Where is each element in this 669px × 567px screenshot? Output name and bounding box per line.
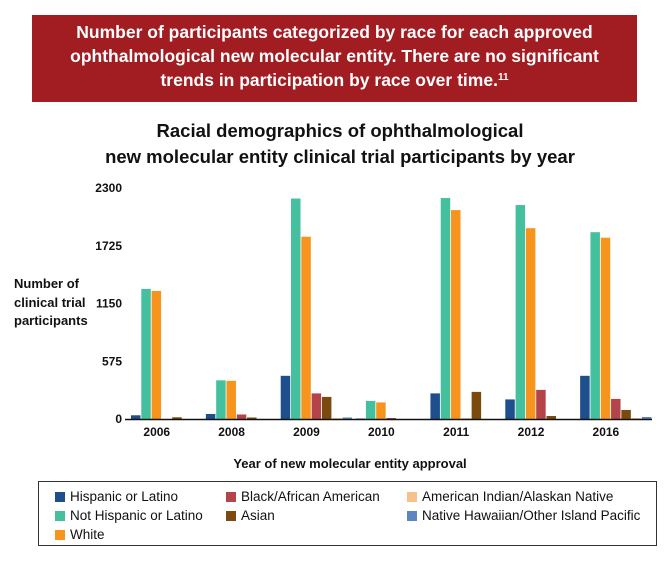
bar-black-african-american-2009 xyxy=(311,393,322,419)
bar-not-hispanic-or-latino-2011 xyxy=(440,198,451,419)
y-tick-label: 575 xyxy=(102,354,122,368)
legend-label: Asian xyxy=(241,508,275,523)
caption-banner: Number of participants categorized by ra… xyxy=(32,15,637,102)
bar-black-african-american-2008 xyxy=(236,414,247,419)
bar-hispanic-or-latino-2006 xyxy=(131,415,141,419)
bar-asian-2008 xyxy=(247,417,257,419)
bar-white-2006 xyxy=(151,290,162,419)
bar-black-african-american-2010 xyxy=(386,417,396,419)
y-axis-label: Number of clinical trial participants xyxy=(14,275,88,331)
bar-white-2008 xyxy=(226,380,236,419)
bar-american-indian-alaskan-native-2016 xyxy=(631,417,642,419)
bar-asian-2016 xyxy=(621,409,631,419)
bar-not-hispanic-or-latino-2010 xyxy=(365,400,376,419)
legend-item-hispanic: Hispanic or Latino xyxy=(55,489,178,504)
legend-item-native-hawaiian: Native Hawaiian/Other Island Pacific xyxy=(407,508,640,523)
x-tick-label: 2010 xyxy=(368,425,395,439)
y-axis-label-line-2: clinical trial xyxy=(14,294,86,310)
bar-hispanic-or-latino-2008 xyxy=(205,413,216,419)
caption-line-2: ophthalmological new molecular entity. T… xyxy=(70,46,599,66)
bar-asian-2011 xyxy=(471,391,482,419)
bar-native-hawaiian-other-island-pacific-2009 xyxy=(342,417,353,419)
caption-line-1: Number of participants categorized by ra… xyxy=(76,22,593,42)
chart-title-line-2: new molecular entity clinical trial part… xyxy=(105,146,575,167)
bar-white-2009 xyxy=(301,236,311,419)
legend-item-american-indian: American Indian/Alaskan Native xyxy=(407,489,613,504)
caption-line-3: trends in participation by race over tim… xyxy=(32,68,637,92)
bar-asian-2012 xyxy=(546,415,556,419)
bar-hispanic-or-latino-2012 xyxy=(505,399,515,419)
footnote-marker: 11 xyxy=(497,72,509,83)
bar-not-hispanic-or-latino-2006 xyxy=(141,288,151,419)
y-tick-label: 1150 xyxy=(96,297,122,311)
caption-line-3-text: trends in participation by race over tim… xyxy=(160,70,498,90)
bar-hispanic-or-latino-2016 xyxy=(580,375,590,419)
legend-item-black: Black/African American xyxy=(226,489,380,504)
x-tick-label: 2008 xyxy=(218,425,245,439)
bar-not-hispanic-or-latino-2008 xyxy=(216,380,226,419)
bar-not-hispanic-or-latino-2016 xyxy=(590,232,600,419)
bar-not-hispanic-or-latino-2009 xyxy=(291,198,301,419)
x-tick-label: 2012 xyxy=(518,425,545,439)
bar-american-indian-alaskan-native-2009 xyxy=(332,417,342,419)
y-tick-label: 2300 xyxy=(95,181,122,195)
legend-label: Black/African American xyxy=(241,489,380,504)
legend-swatch xyxy=(55,510,65,521)
legend-item-white: White xyxy=(55,527,105,542)
legend-label: Not Hispanic or Latino xyxy=(70,508,203,523)
y-axis-label-line-3: participants xyxy=(14,313,88,328)
legend: Hispanic or Latino Black/African America… xyxy=(38,481,657,546)
bar-white-2010 xyxy=(376,402,386,419)
bar-not-hispanic-or-latino-2012 xyxy=(515,205,526,419)
legend-item-not-hispanic: Not Hispanic or Latino xyxy=(55,508,203,523)
bar-native-hawaiian-other-island-pacific-2016 xyxy=(641,416,652,419)
x-tick-label: 2011 xyxy=(443,425,469,439)
x-tick-label: 2009 xyxy=(293,425,320,439)
bar-asian-2009 xyxy=(321,396,332,419)
chart-title-line-1: Racial demographics of ophthalmological xyxy=(156,120,524,141)
bar-white-2016 xyxy=(600,237,611,419)
y-axis-label-line-1: Number of xyxy=(14,276,79,291)
legend-label: Native Hawaiian/Other Island Pacific xyxy=(422,508,641,523)
legend-swatch xyxy=(226,491,236,502)
x-tick-label: 2016 xyxy=(593,425,620,439)
legend-swatch xyxy=(407,510,417,521)
legend-swatch xyxy=(55,491,65,502)
legend-label: White xyxy=(70,527,105,542)
bar-black-african-american-2012 xyxy=(536,389,546,419)
legend-label: American Indian/Alaskan Native xyxy=(422,489,614,504)
bar-hispanic-or-latino-2011 xyxy=(430,393,440,419)
legend-item-asian: Asian xyxy=(226,508,275,523)
y-tick-label: 1725 xyxy=(95,239,122,253)
legend-swatch xyxy=(407,491,417,502)
bar-hispanic-or-latino-2009 xyxy=(280,375,291,419)
chart-title: Racial demographics of ophthalmological … xyxy=(60,118,620,170)
y-tick-label: 0 xyxy=(115,412,122,426)
legend-label: Hispanic or Latino xyxy=(70,489,179,504)
x-tick-label: 2006 xyxy=(143,425,170,439)
bar-asian-2006 xyxy=(172,417,182,419)
bar-white-2011 xyxy=(451,210,461,419)
bar-black-african-american-2016 xyxy=(611,398,621,419)
bar-white-2012 xyxy=(525,228,536,419)
legend-swatch xyxy=(226,510,236,521)
x-axis-label: Year of new molecular entity approval xyxy=(233,456,467,471)
legend-swatch xyxy=(55,529,65,540)
